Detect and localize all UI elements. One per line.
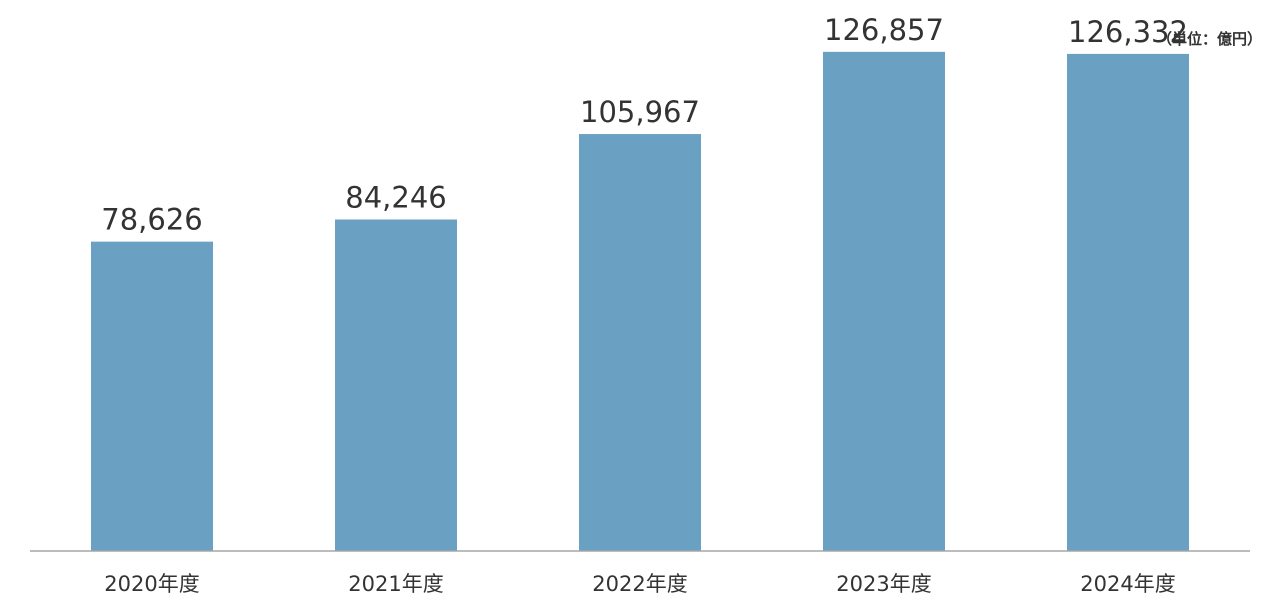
bar-2 — [335, 219, 457, 551]
x-tick-label-2: 2021年度 — [348, 572, 443, 596]
bar-3 — [579, 134, 701, 551]
value-label-4: 126,857 — [824, 13, 944, 47]
bar-1 — [91, 241, 213, 551]
x-tick-label-4: 2023年度 — [836, 572, 931, 596]
bars-group — [91, 51, 1189, 552]
x-tick-label-1: 2020年度 — [104, 572, 199, 596]
unit-label: （単位：億円） — [1157, 30, 1262, 48]
x-tick-label-3: 2022年度 — [592, 572, 687, 596]
value-label-3: 105,967 — [580, 95, 700, 129]
bar-4 — [823, 51, 945, 552]
x-tick-label-5: 2024年度 — [1080, 572, 1175, 596]
value-label-1: 78,626 — [101, 203, 202, 237]
value-label-2: 84,246 — [345, 181, 446, 215]
value-labels-group: 78,626 84,246 105,967 126,857 126,332 — [101, 13, 1188, 237]
value-label-5: 126,332 — [1068, 15, 1188, 49]
tick-labels-group: 2020年度 2021年度 2022年度 2023年度 2024年度 — [104, 572, 1175, 596]
bar-5 — [1067, 53, 1189, 552]
